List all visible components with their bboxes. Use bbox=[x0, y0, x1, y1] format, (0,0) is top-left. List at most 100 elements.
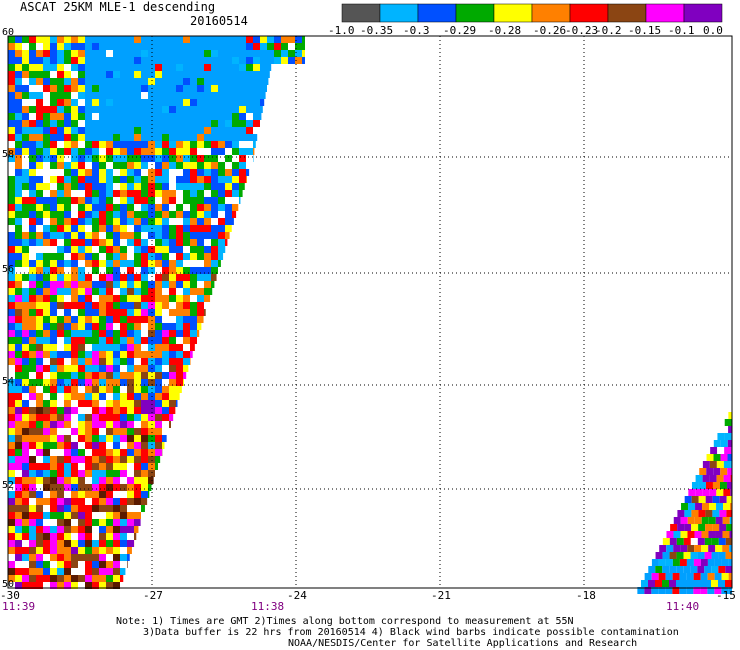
swath-pixel bbox=[85, 435, 92, 442]
swath-pixel bbox=[29, 533, 36, 540]
swath-pixel bbox=[106, 512, 113, 519]
swath-pixel bbox=[43, 211, 50, 218]
swath-pixel bbox=[225, 190, 232, 197]
swath-pixel bbox=[113, 512, 120, 519]
swath-pixel bbox=[50, 260, 57, 267]
swath-pixel bbox=[176, 281, 183, 288]
swath-pixel bbox=[134, 71, 141, 78]
swath-pixel bbox=[141, 169, 148, 176]
swath-pixel bbox=[120, 568, 126, 575]
swath-pixel bbox=[246, 71, 253, 78]
swath-pixel bbox=[183, 64, 190, 71]
swath-pixel bbox=[120, 582, 122, 589]
swath-pixel bbox=[134, 533, 137, 540]
swath-pixel bbox=[78, 393, 85, 400]
swath-pixel bbox=[92, 533, 99, 540]
swath-pixel bbox=[239, 148, 246, 155]
swath-pixel bbox=[218, 141, 225, 148]
swath-pixel bbox=[57, 106, 64, 113]
swath-pixel bbox=[99, 428, 106, 435]
swath-pixel bbox=[15, 323, 22, 330]
swath-pixel bbox=[134, 470, 141, 477]
swath-pixel bbox=[22, 477, 29, 484]
swath-pixel bbox=[176, 316, 183, 323]
swath-pixel bbox=[697, 580, 704, 587]
swath-pixel bbox=[43, 400, 50, 407]
swath-pixel bbox=[134, 190, 141, 197]
swath-pixel bbox=[253, 92, 260, 99]
swath-pixel bbox=[64, 400, 71, 407]
swath-pixel bbox=[260, 106, 263, 113]
swath-pixel bbox=[155, 365, 162, 372]
swath-pixel bbox=[78, 288, 85, 295]
swath-pixel bbox=[43, 463, 50, 470]
swath-pixel bbox=[155, 197, 162, 204]
swath-pixel bbox=[134, 302, 141, 309]
swath-pixel bbox=[15, 477, 22, 484]
swath-pixel bbox=[190, 57, 197, 64]
swath-pixel bbox=[22, 561, 29, 568]
swath-pixel bbox=[141, 64, 148, 71]
swath-pixel bbox=[71, 120, 78, 127]
swath-pixel bbox=[57, 449, 64, 456]
swath-pixel bbox=[694, 545, 702, 552]
swath-pixel bbox=[36, 99, 43, 106]
swath-pixel bbox=[702, 461, 710, 468]
swath-pixel bbox=[690, 566, 698, 573]
swath-pixel bbox=[225, 225, 232, 232]
swath-pixel bbox=[720, 440, 728, 447]
swath-pixel bbox=[148, 211, 155, 218]
swath-pixel bbox=[190, 155, 197, 162]
swath-pixel bbox=[99, 393, 106, 400]
swath-pixel bbox=[29, 246, 36, 253]
swath-pixel bbox=[197, 204, 204, 211]
swath-pixel bbox=[22, 169, 29, 176]
swath-pixel bbox=[723, 461, 731, 468]
swath-pixel bbox=[169, 386, 176, 393]
swath-pixel bbox=[700, 559, 708, 566]
swath-pixel bbox=[120, 232, 127, 239]
swath-pixel bbox=[36, 260, 43, 267]
swath-pixel bbox=[113, 169, 120, 176]
swath-pixel bbox=[155, 309, 162, 316]
swath-pixel bbox=[148, 120, 155, 127]
swath-pixel bbox=[50, 561, 57, 568]
swath-pixel bbox=[225, 218, 232, 225]
swath-pixel bbox=[85, 400, 92, 407]
swath-pixel bbox=[246, 141, 253, 148]
swath-pixel bbox=[8, 197, 15, 204]
swath-pixel bbox=[106, 92, 113, 99]
swath-pixel bbox=[183, 274, 190, 281]
swath-pixel bbox=[120, 519, 127, 526]
swath-pixel bbox=[728, 426, 732, 433]
swath-pixel bbox=[99, 64, 106, 71]
swath-pixel bbox=[239, 141, 246, 148]
swath-pixel bbox=[669, 580, 676, 587]
swath-pixel bbox=[50, 316, 57, 323]
swath-pixel bbox=[64, 491, 71, 498]
swath-pixel bbox=[120, 505, 127, 512]
swath-pixel bbox=[71, 575, 78, 582]
swath-pixel bbox=[15, 64, 22, 71]
swath-pixel bbox=[127, 344, 134, 351]
swath-pixel bbox=[78, 169, 85, 176]
swath-pixel bbox=[155, 204, 162, 211]
swath-pixel bbox=[29, 134, 36, 141]
swath-pixel bbox=[22, 498, 29, 505]
swath-pixel bbox=[134, 337, 141, 344]
swath-pixel bbox=[120, 85, 127, 92]
swath-pixel bbox=[120, 64, 127, 71]
swath-pixel bbox=[71, 155, 78, 162]
swath-pixel bbox=[197, 302, 204, 309]
swath-pixel bbox=[85, 169, 92, 176]
swath-pixel bbox=[71, 477, 78, 484]
swath-pixel bbox=[22, 372, 29, 379]
swath-pixel bbox=[57, 43, 64, 50]
swath-pixel bbox=[267, 50, 274, 57]
swath-pixel bbox=[29, 344, 36, 351]
swath-pixel bbox=[190, 162, 197, 169]
swath-pixel bbox=[204, 92, 211, 99]
colorbar-label: -0.15 bbox=[628, 24, 662, 37]
swath-pixel bbox=[15, 554, 22, 561]
swath-pixel bbox=[190, 225, 197, 232]
